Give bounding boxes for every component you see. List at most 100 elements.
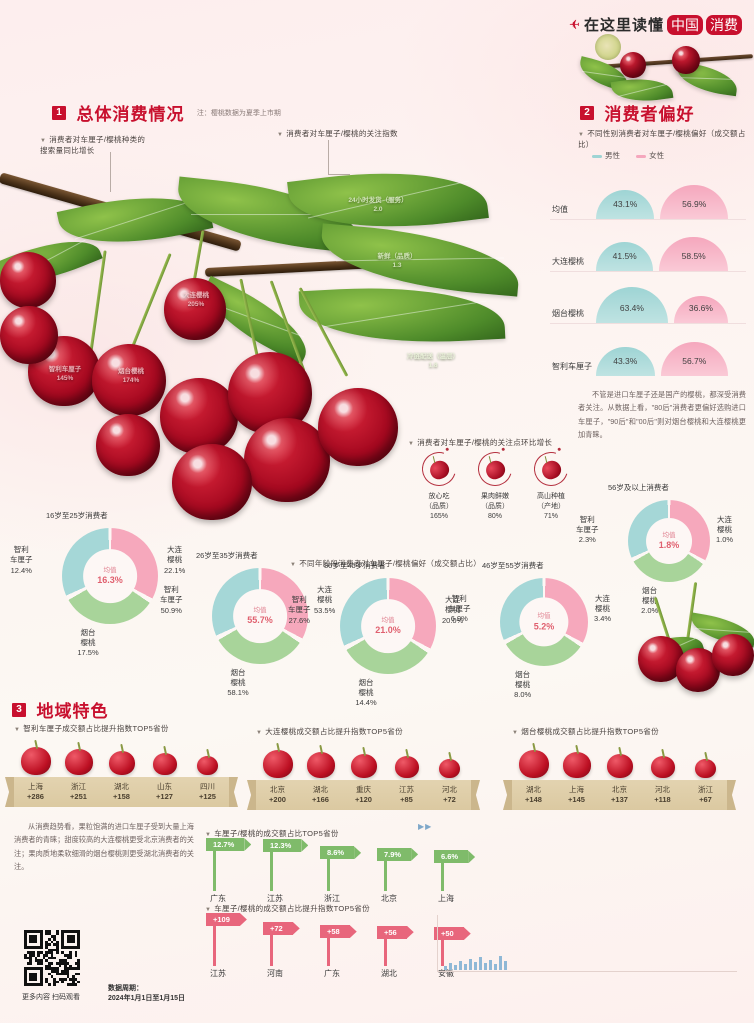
data-period-value: 2024年1月1日至1月15日	[108, 995, 186, 1002]
signpost-post	[213, 851, 216, 891]
banner-cherry-icon	[562, 752, 591, 778]
pink-sign-subtitle: ▼ 车厘子/樱桃的成交额占比提升指数TOP5省份	[205, 904, 370, 913]
qr-cell	[37, 946, 40, 949]
qr-cell	[32, 972, 35, 976]
signpost: +109 江苏	[206, 913, 240, 978]
banner-cell: 湖北 +148	[512, 785, 555, 806]
signpost-province: 浙江	[324, 893, 340, 903]
qr-cell	[74, 954, 78, 957]
qr-cell	[24, 946, 27, 949]
qr-cell	[34, 978, 38, 981]
qr-cell	[26, 930, 30, 933]
qr-cell	[37, 930, 40, 933]
qr-cell	[29, 959, 32, 962]
qr-cell	[48, 964, 51, 968]
qr-cell	[40, 951, 43, 954]
qr-cell	[29, 935, 32, 938]
slice-value: 50.9%	[160, 605, 182, 615]
qr-cell	[72, 978, 75, 981]
qr-cell	[40, 935, 43, 938]
qr-cell	[40, 967, 43, 970]
qr-cell	[69, 930, 72, 933]
slice-value: 58.1%	[227, 688, 249, 698]
age-donut-slice-label: 烟台 樱桃 17.5%	[77, 628, 98, 658]
slice-value: 12.4%	[10, 565, 32, 575]
banner-cherry-icon	[20, 747, 51, 775]
qr-cell	[42, 956, 46, 960]
signpost-value: +50	[434, 927, 464, 941]
qr-cell	[24, 983, 27, 986]
signpost: +58 广东	[320, 925, 350, 978]
signpost-post	[327, 938, 330, 966]
qr-cell	[66, 954, 70, 957]
gender-female-value: 56.9%	[682, 199, 707, 209]
province-banner: 北京 +200 湖北 +166 重庆 +120 江苏 +85 河北 +72	[256, 780, 471, 810]
qr-cell	[56, 946, 59, 949]
qr-cell	[74, 946, 78, 949]
age-donut-group: 56岁及以上消费者 均值 1.8% 大连 樱桃 1.0% 烟台 樱桃 2.0% 智利 车厘子 2.3%	[576, 483, 733, 615]
gender-row-label: 大连樱桃	[552, 257, 584, 266]
qr-cell	[69, 946, 72, 949]
attention-growth-1	[416, 446, 462, 492]
province-banner-group: ▼ 大连樱桃成交额占比提升指数TOP5省份 北京 +200 湖北 +166 重庆 +120 江苏…	[256, 727, 471, 810]
qr-cell	[77, 932, 80, 936]
qr-cell	[66, 946, 70, 949]
qr-cell	[77, 938, 80, 941]
qr-cell	[32, 967, 35, 970]
banner-cell: 江苏 +85	[385, 785, 428, 806]
decorative-bar	[449, 963, 452, 970]
signpost: +56 湖北	[377, 925, 407, 978]
banner-cherry-icon	[394, 755, 419, 778]
qr-cell	[69, 967, 72, 970]
attention-index-item-2: 新鲜（品质） 1.3	[377, 253, 417, 270]
banner-value: +127	[156, 792, 173, 801]
qr-code[interactable]	[24, 930, 80, 986]
qr-cell	[72, 946, 75, 949]
gender-row: 智利车厘子 43.3% 56.7%	[550, 324, 746, 376]
qr-cell	[29, 930, 32, 933]
qr-cell	[24, 972, 27, 976]
banner-province: 浙江	[71, 781, 86, 791]
attention-index-item-1: 24小时发货（服务） 2.0	[348, 197, 408, 214]
gender-female-value: 58.5%	[681, 251, 706, 261]
slice-value: 3.4%	[594, 614, 612, 624]
signpost-value: +109	[206, 913, 240, 926]
qr-cell	[24, 938, 27, 941]
slice-name: 智利 车厘子	[288, 595, 311, 615]
slice-name: 大连 樱桃	[595, 593, 611, 613]
qr-cell	[34, 930, 38, 933]
qr-cell	[56, 930, 59, 933]
age-donut-center: 均值 21.0%	[361, 599, 415, 653]
qr-cell	[66, 930, 70, 933]
age-donut-title: 56岁及以上消费者	[608, 483, 669, 492]
illustration-cherry	[244, 418, 330, 502]
horizontal-divider	[437, 971, 737, 972]
qr-cell	[66, 935, 70, 938]
province-banner: 湖北 +148 上海 +145 北京 +137 河北 +118 浙江 +67	[512, 780, 727, 810]
arrow-decoration: ▶▶	[418, 822, 433, 831]
bar-decoration	[444, 952, 507, 970]
banner-cell: 重庆 +120	[342, 785, 385, 806]
age-donut-group: 16岁至25岁消费者 均值 16.3% 大连 樱桃 22.1% 烟台 樱桃 17.5% 智利 车厘子…	[10, 511, 185, 657]
age-donut-slice-label: 烟台 樱桃 8.0%	[514, 670, 531, 700]
signpost-value: +72	[263, 921, 293, 935]
qr-cell	[45, 940, 48, 944]
qr-cell	[53, 956, 56, 960]
qr-cell	[50, 970, 54, 973]
decorative-bar	[464, 964, 467, 970]
qr-cell	[29, 946, 32, 949]
qr-cell	[29, 951, 32, 954]
triangle-icon: ▼	[277, 132, 284, 138]
banner-value: +137	[611, 795, 628, 804]
triangle-icon: ▼	[256, 730, 263, 736]
qr-cell	[56, 962, 59, 965]
province-banner-group: ▼ 烟台樱桃成交额占比提升指数TOP5省份 湖北 +148 上海 +145 北京 +137 河北…	[512, 727, 727, 810]
qr-cell	[40, 970, 43, 973]
legend-item-male: 男性	[592, 151, 622, 160]
section3-paragraph: 从消费趋势看，果粒饱满的进口车厘子受到大量上海消费者的青睐；甜度较高的大连樱桃更…	[14, 822, 194, 871]
leader-line	[328, 140, 329, 174]
qr-cell	[64, 964, 67, 968]
banner-cherry-icon	[108, 751, 135, 775]
age-donut: 均值 5.2%	[500, 578, 588, 666]
decorative-bar	[499, 956, 502, 970]
